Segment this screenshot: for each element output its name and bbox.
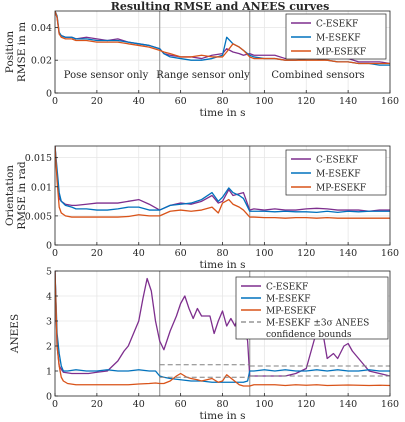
- y-axis-label: RMSE in rad: [16, 161, 28, 230]
- x-tick-label: 0: [52, 96, 58, 107]
- x-tick-label: 0: [52, 399, 58, 410]
- x-tick-label: 20: [91, 399, 103, 410]
- x-tick-label: 40: [133, 248, 145, 259]
- x-axis-label: time in s: [200, 410, 246, 422]
- x-tick-label: 60: [175, 399, 187, 410]
- phase-annotation: Combined sensors: [271, 70, 364, 81]
- x-tick-label: 80: [216, 399, 228, 410]
- x-tick-label: 0: [52, 248, 58, 259]
- legend-label-c-esekf: C-ESEKF: [266, 283, 308, 293]
- y-tick-label: 0.015: [25, 153, 52, 164]
- x-tick-label: 120: [297, 96, 315, 107]
- x-axis-label: time in s: [200, 259, 246, 271]
- series-group: [55, 146, 390, 219]
- figure-title: Resulting RMSE and ANEES curves: [111, 0, 330, 13]
- y-tick-label: 5: [46, 267, 52, 278]
- x-tick-label: 80: [216, 248, 228, 259]
- x-tick-label: 140: [339, 96, 357, 107]
- series-line-m-esekf: [55, 146, 390, 214]
- x-tick-label: 40: [133, 399, 145, 410]
- x-tick-label: 120: [297, 399, 315, 410]
- phase-annotation: Range sensor only: [156, 70, 250, 81]
- y-tick-label: 0: [46, 392, 52, 403]
- legend-box: [235, 276, 389, 340]
- legend-label-confidence-bounds-line2: confidence bounds: [266, 330, 352, 340]
- y-tick-label: 0.04: [31, 23, 52, 34]
- y-tick-label: 0.01: [31, 182, 52, 193]
- x-axis-label: time in s: [200, 107, 246, 119]
- legend-label-mp-esekf: MP-ESEKF: [316, 48, 366, 58]
- series-line-mp-esekf: [55, 146, 390, 219]
- x-tick-label: 160: [381, 248, 399, 259]
- y-axis-label: RMSE in m: [16, 22, 28, 82]
- legend-label-c-esekf: C-ESEKF: [316, 156, 358, 166]
- legend-label-confidence-bounds: M-ESEKF ±3σ ANEES: [266, 319, 369, 329]
- x-tick-label: 20: [91, 96, 103, 107]
- y-axis-label: Position: [4, 31, 16, 74]
- position-rmse-panel: 0 20 40 60 80 100 120 140 160 0 0.02 0.04 time in s P…: [4, 10, 399, 119]
- series-line-c-esekf: [55, 271, 390, 377]
- x-tick-label: 60: [175, 248, 187, 259]
- x-tick-label: 40: [133, 96, 145, 107]
- x-tick-label: 160: [381, 96, 399, 107]
- y-tick-label: 3: [46, 317, 52, 328]
- x-tick-label: 160: [381, 399, 399, 410]
- phase-annotation: Pose sensor only: [64, 70, 149, 81]
- x-tick-label: 120: [297, 248, 315, 259]
- x-tick-label: 100: [255, 96, 273, 107]
- legend-label-m-esekf: M-ESEKF: [316, 170, 361, 180]
- x-tick-label: 140: [339, 248, 357, 259]
- y-tick-label: 0.005: [25, 211, 52, 222]
- y-tick-label: 0: [46, 89, 52, 100]
- legend-label-mp-esekf: MP-ESEKF: [266, 307, 316, 317]
- y-axis-label: ANEES: [9, 314, 21, 354]
- series-line-mp-esekf: [55, 271, 390, 387]
- orientation-rmse-panel: 0 20 40 60 80 100 120 140 160 0 0.005 0.01 0.015 time…: [4, 145, 399, 271]
- x-tick-label: 60: [175, 96, 187, 107]
- y-tick-label: 2: [46, 342, 52, 353]
- legend-label-c-esekf: C-ESEKF: [316, 20, 358, 30]
- y-tick-label: 4: [46, 292, 52, 303]
- legend: C-ESEKF M-ESEKF MP-ESEKF: [285, 13, 387, 60]
- y-tick-label: 1: [46, 367, 52, 378]
- y-axis-label: Orientation: [4, 165, 16, 226]
- legend: C-ESEKF M-ESEKF MP-ESEKF M-ESEKF ±3σ ANEESc…: [235, 276, 389, 340]
- series-group: [55, 271, 390, 387]
- y-tick-label: 0: [46, 241, 52, 252]
- x-tick-label: 140: [339, 399, 357, 410]
- x-tick-label: 80: [216, 96, 228, 107]
- x-tick-label: 100: [255, 399, 273, 410]
- legend-label-m-esekf: M-ESEKF: [316, 34, 361, 44]
- series-line-c-esekf: [55, 146, 390, 212]
- x-tick-label: 100: [255, 248, 273, 259]
- legend-label-m-esekf: M-ESEKF: [266, 295, 311, 305]
- y-tick-label: 0.02: [31, 56, 52, 67]
- legend-label-mp-esekf: MP-ESEKF: [316, 184, 366, 194]
- legend: C-ESEKF M-ESEKF MP-ESEKF: [285, 149, 387, 196]
- anees-panel: 0 20 40 60 80 100 120 140 160 0 1 2 3 4 5 time in s ANEE…: [9, 267, 399, 422]
- series-line-mp-esekf: [55, 11, 390, 65]
- x-tick-label: 20: [91, 248, 103, 259]
